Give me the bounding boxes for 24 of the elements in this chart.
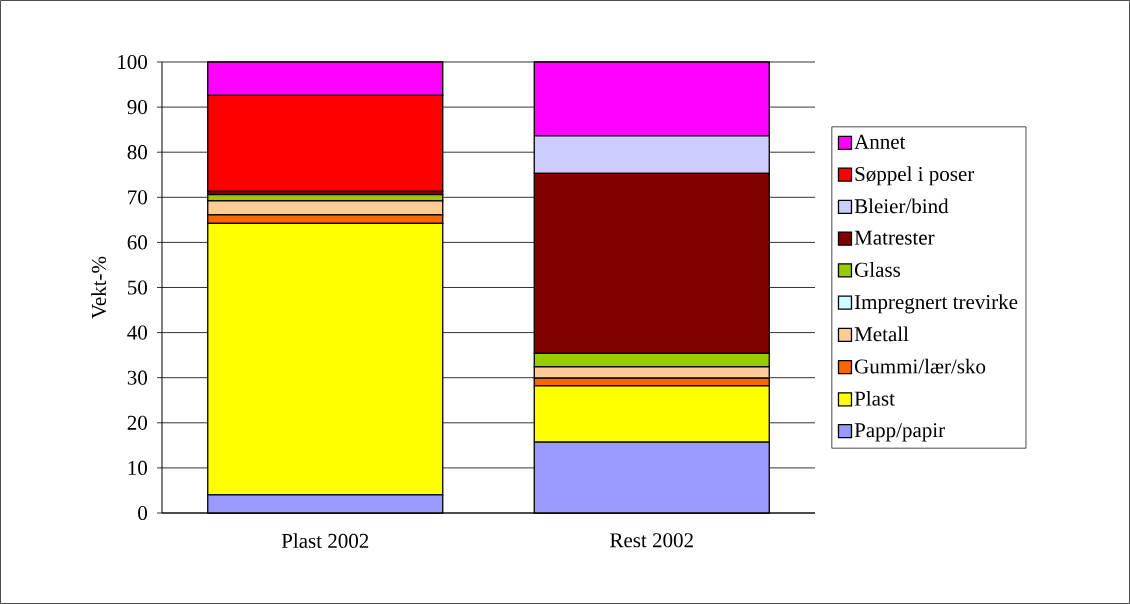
legend-label: Annet	[854, 134, 906, 149]
legend-label: Plast	[854, 390, 895, 406]
x-tick-label: Rest 2002	[610, 533, 693, 548]
y-tick-label: 10	[128, 460, 148, 475]
legend-label: Impregnert trevirke	[854, 294, 1018, 314]
y-tick-label: 50	[128, 280, 148, 295]
y-tick-label: 100	[118, 54, 148, 70]
legend-label: Søppel i poser	[855, 166, 975, 186]
y-tick-label: 30	[127, 370, 148, 385]
x-tick-label: Plast 2002	[281, 533, 369, 548]
y-tick-label: 20	[127, 415, 148, 430]
legend-label: Matrester	[854, 230, 935, 245]
y-tick-label: 80	[127, 145, 148, 160]
legend-label: Bleier/bind	[854, 198, 949, 214]
legend-label: Gummi/lær/sko	[854, 358, 986, 374]
legend-label: Glass	[854, 262, 901, 277]
y-tick-label: 0	[138, 505, 148, 521]
legend-label: Metall	[854, 326, 909, 342]
legend-label: Papp/papir	[854, 423, 945, 442]
y-tick-label: 70	[128, 190, 148, 205]
y-tick-label: 40	[127, 325, 148, 340]
y-tick-label: 90	[127, 100, 148, 115]
y-tick-label: 60	[127, 235, 148, 250]
y-axis-title: Vekt-%	[91, 256, 107, 319]
